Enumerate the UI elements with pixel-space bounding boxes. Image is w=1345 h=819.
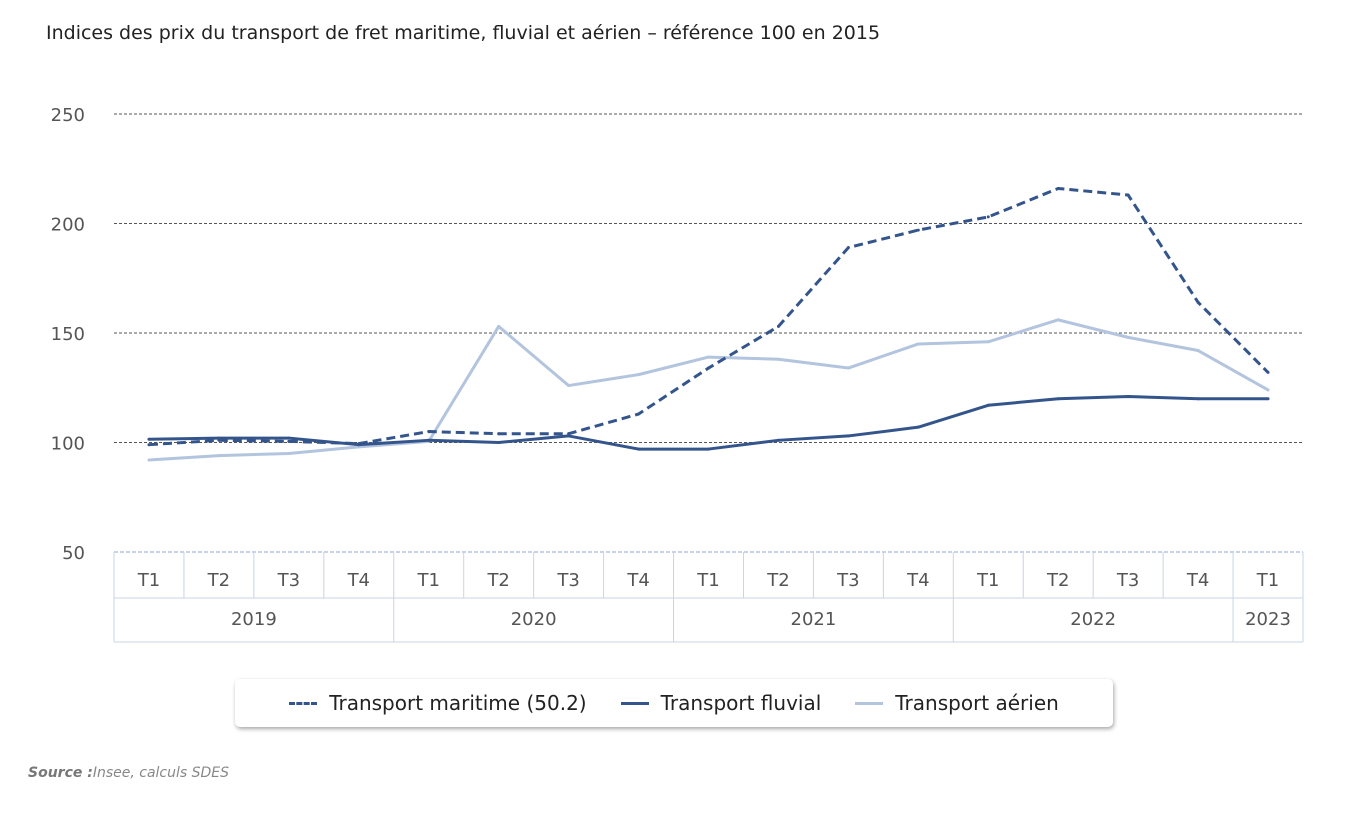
legend-item-aerien[interactable]: Transport aérien: [855, 691, 1059, 715]
data-point: [776, 357, 780, 361]
data-point: [1126, 335, 1130, 339]
x-tick-label: T2: [207, 570, 230, 591]
x-tick-label: T2: [1046, 570, 1069, 591]
x-tick-label: T3: [556, 570, 579, 591]
x-tick-label: T2: [766, 570, 789, 591]
x-tick-label: T3: [277, 570, 300, 591]
data-point: [567, 432, 571, 436]
data-point: [916, 425, 920, 429]
data-point: [1196, 349, 1200, 353]
y-tick-label: 200: [51, 215, 85, 236]
x-tick-label: T4: [347, 570, 370, 591]
series-line-aerien: [148, 318, 1269, 462]
legend-item-fluvial[interactable]: Transport fluvial: [620, 691, 822, 715]
source-label: Source :: [28, 765, 93, 781]
x-tick-label: T1: [976, 570, 999, 591]
chart-title: Indices des prix du transport de fret ma…: [46, 22, 881, 44]
series-line-fluvial: [148, 395, 1269, 451]
data-point: [707, 447, 710, 451]
data-point: [287, 451, 291, 455]
data-point: [1056, 186, 1060, 190]
x-group-label: 2021: [791, 609, 837, 630]
data-point: [916, 342, 920, 346]
data-point: [147, 443, 151, 447]
data-point: [147, 458, 151, 462]
legend-swatch-fluvial: [620, 701, 649, 705]
y-tick-label: 50: [62, 543, 85, 564]
x-group-label: 2019: [231, 609, 277, 630]
series-line-maritime: [148, 186, 1270, 447]
data-point: [567, 384, 571, 388]
x-tick-label: T1: [1256, 570, 1279, 591]
data-point: [147, 437, 151, 441]
data-point: [637, 373, 641, 377]
x-group-label: 2023: [1245, 609, 1291, 630]
x-tick-label: T4: [906, 570, 929, 591]
data-point: [1266, 370, 1270, 374]
data-point: [916, 228, 920, 232]
x-tick-label: T4: [626, 570, 649, 591]
data-point: [986, 215, 990, 219]
x-tick-label: T1: [137, 570, 160, 591]
legend-item-maritime[interactable]: Transport maritime (50.2): [289, 691, 587, 715]
source-text: Insee, calculs SDES: [92, 765, 230, 781]
data-point: [986, 340, 990, 344]
data-point: [1266, 388, 1270, 392]
legend-label-maritime: Transport maritime (50.2): [329, 691, 587, 715]
x-tick-label: T1: [417, 570, 440, 591]
y-tick-label: 100: [51, 434, 85, 455]
data-point: [637, 412, 641, 416]
data-point: [497, 432, 501, 436]
legend-swatch-maritime: [289, 701, 318, 705]
data-point: [1266, 397, 1270, 401]
legend-label-fluvial: Transport fluvial: [660, 691, 822, 715]
data-point: [846, 434, 850, 438]
data-point: [846, 366, 850, 370]
data-point: [776, 438, 780, 442]
data-point: [1196, 300, 1200, 304]
data-point: [217, 438, 221, 442]
data-point: [1196, 397, 1200, 401]
data-point: [776, 324, 780, 328]
data-point: [1126, 395, 1130, 399]
data-point: [287, 439, 291, 443]
legend-label-aerien: Transport aérien: [895, 691, 1059, 715]
data-point: [1126, 193, 1130, 197]
data-point: [427, 438, 431, 442]
x-group-label: 2022: [1070, 609, 1116, 630]
x-tick-label: T4: [1186, 570, 1209, 591]
x-tick-label: T1: [696, 570, 719, 591]
data-point: [357, 442, 361, 446]
x-group-label: 2020: [511, 609, 557, 630]
data-point: [986, 403, 990, 407]
data-point: [1056, 318, 1060, 322]
data-point: [1056, 397, 1060, 401]
data-point: [217, 454, 221, 458]
data-point: [707, 366, 710, 370]
y-tick-label: 250: [51, 105, 85, 126]
data-point: [637, 447, 641, 451]
data-point: [846, 246, 850, 250]
data-point: [497, 441, 501, 444]
legend: Transport maritime (50.2) Transport fluv…: [235, 679, 1113, 727]
x-tick-label: T2: [486, 570, 509, 591]
y-tick-label: 150: [51, 324, 85, 345]
data-point: [287, 436, 291, 440]
x-tick-label: T3: [1116, 570, 1139, 591]
data-point: [497, 324, 501, 328]
legend-swatch-aerien: [855, 701, 884, 705]
data-point: [427, 430, 431, 434]
source-note: Source :Insee, calculs SDES: [28, 765, 229, 781]
x-tick-label: T3: [836, 570, 859, 591]
data-point: [707, 355, 710, 359]
